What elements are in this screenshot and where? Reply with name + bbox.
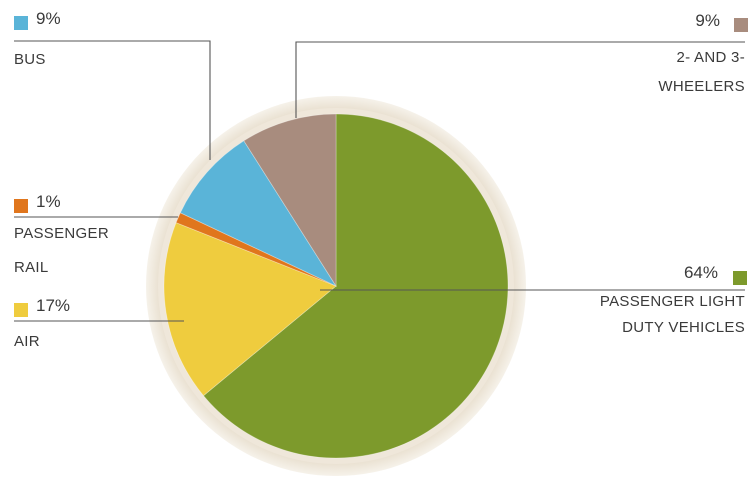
category-label-two-three-wheelers: 2- AND 3- bbox=[676, 49, 745, 66]
slice-passenger-light-duty-vehicles bbox=[202, 113, 509, 459]
swatch-passenger-rail bbox=[14, 199, 28, 213]
leader-line-bus bbox=[14, 40, 211, 160]
value-label-passenger-rail: 1% bbox=[36, 192, 61, 211]
category-label-bus: BUS bbox=[14, 51, 46, 68]
leader-lines bbox=[14, 40, 745, 322]
category-label-two-three-wheelers: WHEELERS bbox=[658, 78, 745, 95]
category-label-air: AIR bbox=[14, 333, 40, 350]
category-label-passenger-light-duty-vehicles: PASSENGER LIGHT bbox=[600, 293, 745, 310]
leader-line-two-three-wheelers bbox=[295, 41, 745, 118]
swatch-air bbox=[14, 303, 28, 317]
slice-passenger-rail bbox=[175, 212, 337, 287]
category-label-passenger-rail: RAIL bbox=[14, 259, 49, 276]
value-label-two-three-wheelers: 9% bbox=[695, 11, 720, 30]
pie-slices bbox=[163, 113, 509, 459]
swatch-bus bbox=[14, 16, 28, 30]
swatch-two-three-wheelers bbox=[734, 18, 748, 32]
value-label-passenger-light-duty-vehicles: 64% bbox=[684, 263, 718, 282]
slice-bus bbox=[179, 140, 338, 287]
category-label-passenger-rail: PASSENGER bbox=[14, 225, 109, 242]
slice-air bbox=[163, 222, 337, 397]
slice-two-three-wheelers bbox=[243, 113, 337, 288]
swatch-passenger-light-duty-vehicles bbox=[733, 271, 747, 285]
value-label-air: 17% bbox=[36, 296, 70, 315]
slice-labels: 64% PASSENGER LIGHT DUTY VEHICLES 17% AIR 1% P… bbox=[14, 9, 748, 350]
value-label-bus: 9% bbox=[36, 9, 61, 28]
category-label-passenger-light-duty-vehicles: DUTY VEHICLES bbox=[622, 319, 745, 336]
